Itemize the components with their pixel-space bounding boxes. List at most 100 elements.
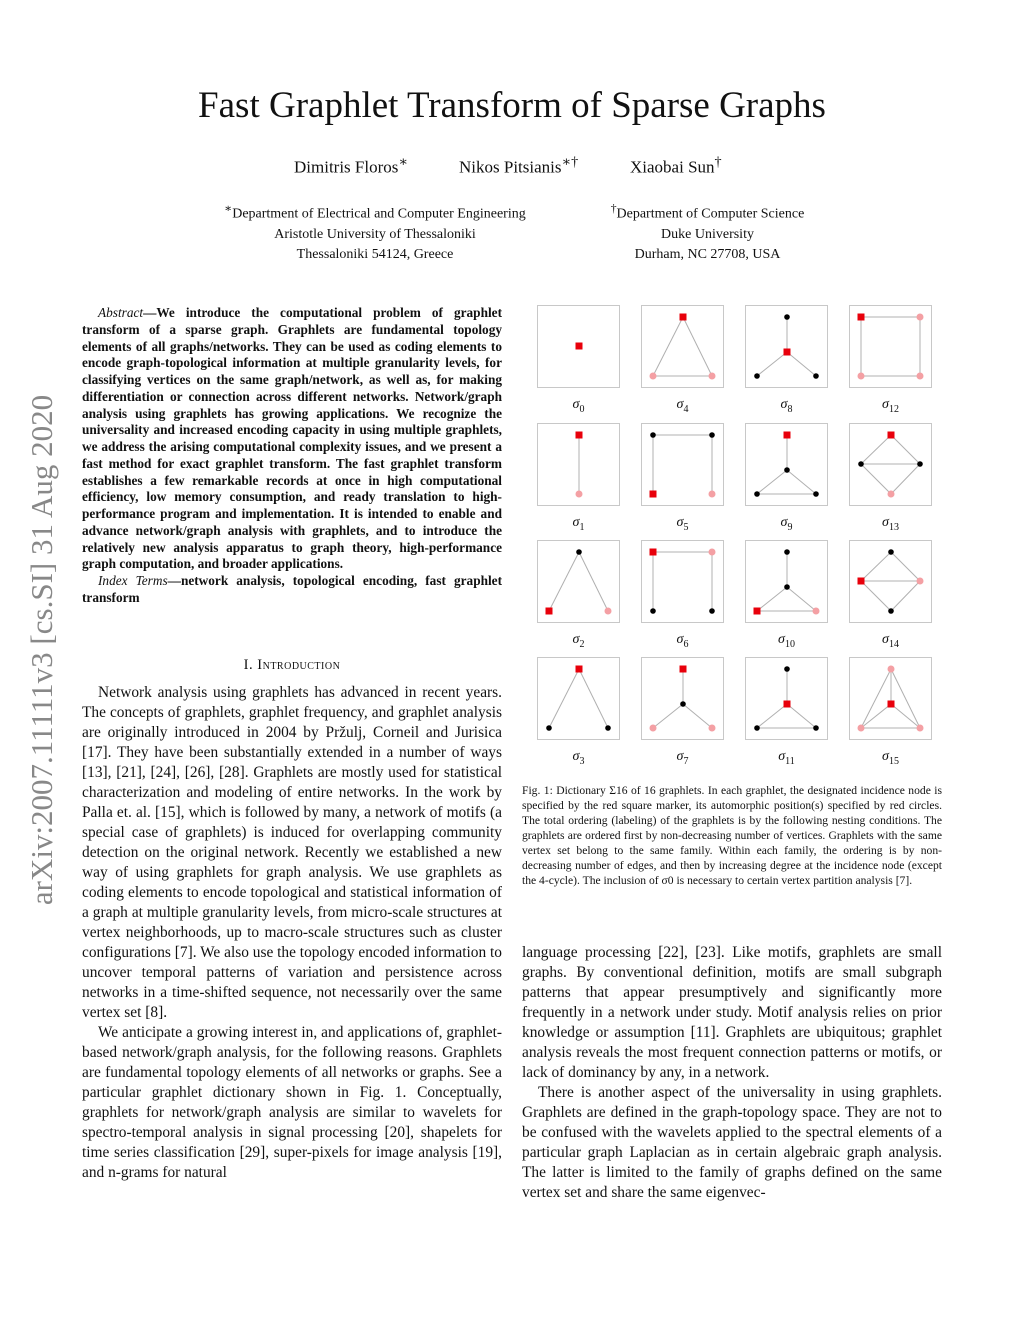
graph-edge bbox=[890, 580, 921, 612]
graphlet-label: σ1 bbox=[572, 515, 585, 533]
graphlet-tile bbox=[537, 305, 620, 388]
graph-edge bbox=[682, 703, 713, 729]
graphlet-label: σ2 bbox=[572, 632, 585, 650]
graphlet-diagram bbox=[849, 657, 932, 740]
graph-edge bbox=[890, 703, 921, 729]
graphlet-tile bbox=[537, 657, 620, 740]
graphlet-label: σ15 bbox=[882, 749, 899, 767]
automorphic-node-circle bbox=[887, 665, 895, 673]
graph-edge bbox=[786, 703, 817, 729]
graphlet-diagram bbox=[641, 540, 724, 623]
graph-edge bbox=[652, 703, 684, 729]
affiliation: ∗Department of Electrical and Computer E… bbox=[224, 202, 526, 262]
incidence-node-square bbox=[783, 700, 791, 708]
automorphic-node-circle bbox=[649, 372, 657, 380]
author: Nikos Pitsianis∗† bbox=[459, 154, 579, 177]
arxiv-stamp: arXiv:2007.11111v3 [cs.SI] 31 Aug 2020 bbox=[24, 394, 59, 906]
graph-edge bbox=[786, 351, 817, 377]
tile-frame bbox=[849, 540, 932, 623]
incidence-node-square bbox=[887, 700, 895, 708]
automorphic-node-circle bbox=[708, 724, 716, 732]
graphlet-tile bbox=[745, 305, 828, 388]
graphlet-tile bbox=[849, 305, 932, 388]
graph-node bbox=[754, 725, 760, 731]
automorphic-node-circle bbox=[916, 724, 924, 732]
graphlet-label: σ8 bbox=[780, 397, 793, 415]
graphlet-diagram bbox=[537, 540, 620, 623]
graph-edge bbox=[756, 351, 788, 377]
graphlet-diagram bbox=[849, 305, 932, 388]
graph-edge bbox=[682, 316, 713, 377]
graphlet-diagram bbox=[745, 540, 828, 623]
graphlet-label: σ10 bbox=[778, 632, 795, 650]
author: Xiaobai Sun† bbox=[630, 154, 722, 177]
graph-node bbox=[888, 608, 894, 614]
graphlet-tile bbox=[849, 540, 932, 623]
graph-node bbox=[754, 491, 760, 497]
incidence-node-square bbox=[575, 431, 583, 439]
graph-node bbox=[784, 666, 790, 672]
graph-node bbox=[576, 549, 582, 555]
automorphic-node-circle bbox=[916, 577, 924, 585]
automorphic-node-circle bbox=[812, 607, 820, 615]
incidence-node-square bbox=[679, 313, 687, 321]
graph-edge bbox=[890, 463, 921, 495]
tile-frame bbox=[537, 540, 620, 623]
graph-edge bbox=[756, 586, 788, 612]
graph-edge bbox=[578, 551, 609, 612]
left-column-body: Network analysis using graphlets has adv… bbox=[82, 683, 502, 1183]
graph-node bbox=[650, 432, 656, 438]
tile-frame bbox=[641, 423, 724, 506]
graphlet-tile bbox=[537, 540, 620, 623]
graphlet-tile bbox=[641, 657, 724, 740]
automorphic-node-circle bbox=[887, 490, 895, 498]
tile-frame bbox=[745, 305, 828, 388]
tile-frame bbox=[849, 657, 932, 740]
graphlet-label: σ11 bbox=[778, 749, 795, 767]
paragraph: Network analysis using graphlets has adv… bbox=[82, 684, 502, 1021]
automorphic-node-circle bbox=[916, 313, 924, 321]
graph-edge bbox=[786, 469, 817, 495]
graphlet-diagram bbox=[641, 423, 724, 506]
incidence-node-square bbox=[783, 348, 791, 356]
graph-node bbox=[784, 549, 790, 555]
automorphic-node-circle bbox=[708, 548, 716, 556]
tile-frame bbox=[745, 657, 828, 740]
graphlet-diagram bbox=[641, 305, 724, 388]
paragraph: We anticipate a growing interest in, and… bbox=[82, 1024, 502, 1181]
graphlet-label: σ4 bbox=[676, 397, 689, 415]
tile-frame bbox=[641, 540, 724, 623]
graph-edge bbox=[860, 668, 892, 729]
graphlet-tile bbox=[641, 423, 724, 506]
graph-node bbox=[813, 725, 819, 731]
graphlet-label: σ14 bbox=[882, 632, 899, 650]
graph-node bbox=[813, 491, 819, 497]
graphlet-label: σ3 bbox=[572, 749, 585, 767]
tile-frame bbox=[641, 657, 724, 740]
graph-edge bbox=[860, 580, 892, 612]
graph-node bbox=[784, 584, 790, 590]
graphlet-tile bbox=[745, 423, 828, 506]
graph-node bbox=[813, 373, 819, 379]
graph-node bbox=[605, 725, 611, 731]
tile-frame bbox=[745, 540, 828, 623]
tile-frame bbox=[537, 423, 620, 506]
graphlet-tile bbox=[849, 423, 932, 506]
graph-node bbox=[650, 608, 656, 614]
graph-node bbox=[709, 432, 715, 438]
affiliation: †Department of Computer Science Duke Uni… bbox=[610, 202, 805, 262]
graphlet-tile bbox=[537, 423, 620, 506]
graphlet-diagram bbox=[745, 657, 828, 740]
graphlet-label: σ13 bbox=[882, 515, 899, 533]
tile-frame bbox=[537, 657, 620, 740]
graph-edge bbox=[860, 463, 892, 495]
incidence-node-square bbox=[649, 548, 657, 556]
incidence-node-square bbox=[545, 607, 553, 615]
incidence-node-square bbox=[887, 431, 895, 439]
graph-node bbox=[888, 549, 894, 555]
graph-node bbox=[784, 467, 790, 473]
automorphic-node-circle bbox=[649, 724, 657, 732]
graphlet-tile bbox=[849, 657, 932, 740]
graphlet-label: σ5 bbox=[676, 515, 689, 533]
